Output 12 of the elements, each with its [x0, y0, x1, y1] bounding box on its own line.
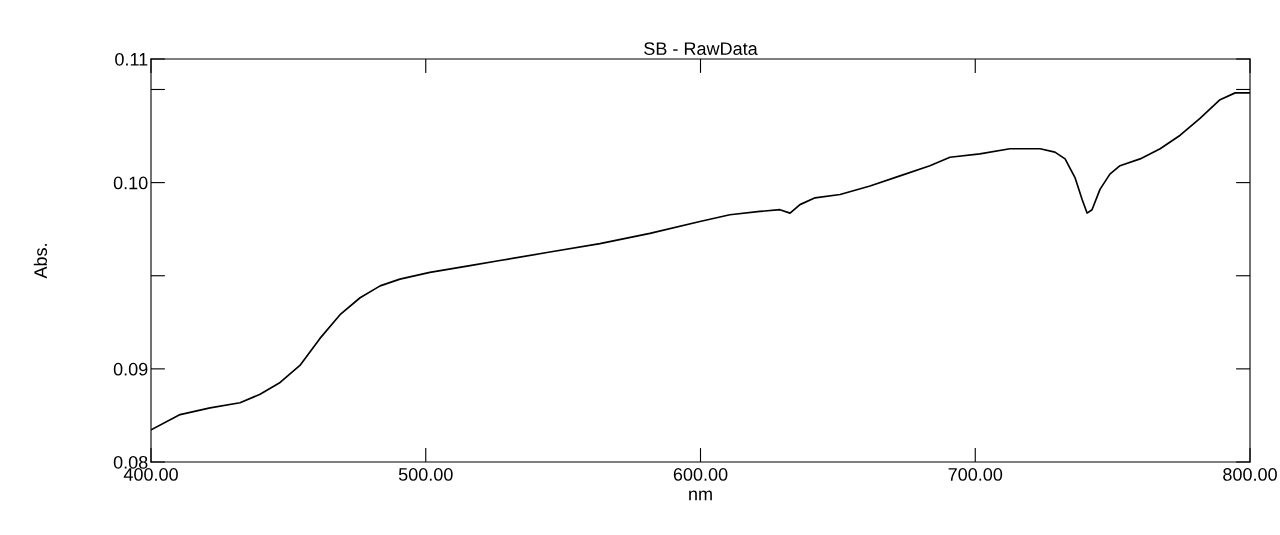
y-axis-title: Abs.: [33, 244, 48, 279]
chart-title: SB - RawData: [644, 42, 758, 56]
x-tick-label: 700.00: [948, 468, 1003, 481]
y-tick-label: 0.09: [113, 362, 148, 376]
x-tick-label: 800.00: [1223, 468, 1277, 481]
y-tick-label: 0.11: [115, 52, 148, 66]
x-tick-label: 600.00: [673, 468, 728, 481]
y-tick-label: 0.10: [113, 176, 148, 190]
x-tick-label: 500.00: [398, 468, 453, 481]
x-tick-label: 400.00: [123, 468, 178, 481]
x-axis-title: nm: [689, 490, 712, 501]
y-tick-label: 0.08: [113, 455, 148, 469]
